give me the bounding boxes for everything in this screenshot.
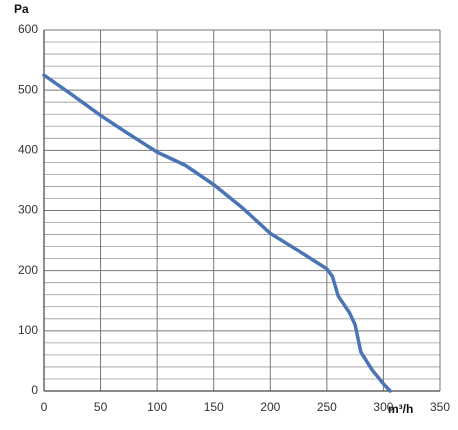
y-tick-label: 600 (18, 22, 38, 36)
x-axis-label: m³/h (388, 402, 413, 416)
x-tick-label: 100 (147, 400, 167, 414)
y-tick-label: 400 (18, 143, 38, 157)
y-axis-label: Pa (14, 2, 29, 16)
x-tick-label: 0 (41, 400, 48, 414)
x-tick-label: 300 (373, 400, 393, 414)
y-tick-label: 500 (18, 82, 38, 96)
x-tick-label: 350 (430, 400, 450, 414)
y-tick-label: 0 (31, 383, 38, 397)
x-tick-label: 250 (317, 400, 337, 414)
curve (42, 73, 392, 393)
y-tick-label: 100 (18, 323, 38, 337)
x-tick-label: 50 (94, 400, 108, 414)
x-tick-label: 150 (204, 400, 224, 414)
y-tick-label: 200 (18, 263, 38, 277)
y-tick-label: 300 (18, 203, 38, 217)
x-tick-label: 200 (260, 400, 280, 414)
